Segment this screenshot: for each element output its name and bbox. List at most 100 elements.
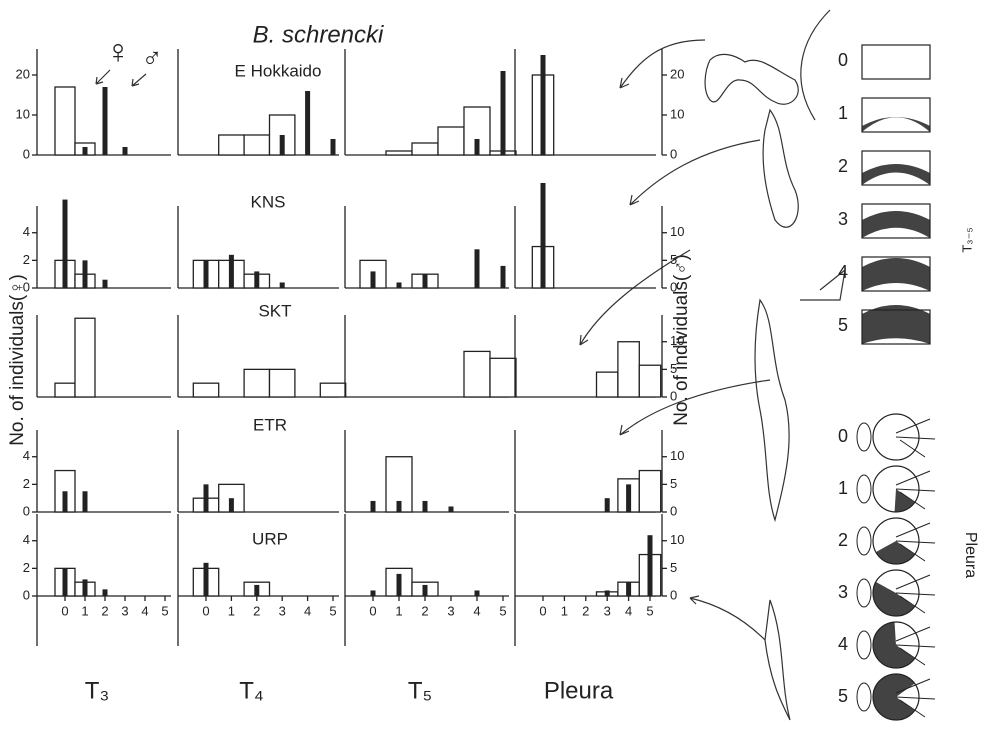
row-label: E Hokkaido xyxy=(235,61,322,80)
male-bar xyxy=(102,279,108,288)
female-bar xyxy=(54,382,76,398)
male-bar xyxy=(474,249,480,288)
t-stage-label: 3 xyxy=(838,209,848,229)
map xyxy=(579,9,846,721)
pleura-key-label: Pleura xyxy=(962,532,979,578)
row-label: URP xyxy=(252,529,288,548)
y-tick-label: 2 xyxy=(23,560,30,575)
pleura-small xyxy=(856,422,872,452)
t-stage-shade xyxy=(862,211,930,238)
male-bar xyxy=(422,584,428,596)
male-bar xyxy=(62,199,68,288)
t-stage-label: 5 xyxy=(838,315,848,335)
male-bar xyxy=(102,87,108,155)
x-tick-label: 4 xyxy=(141,603,148,618)
male-bar xyxy=(62,568,68,596)
female-bar xyxy=(463,350,491,398)
male-bar xyxy=(370,590,376,596)
t-key-label: T₃₋₅ xyxy=(959,227,974,252)
y2-tick-label: 10 xyxy=(670,224,684,239)
male-bar xyxy=(422,500,428,512)
x-tick-label: 1 xyxy=(561,603,568,618)
y2-tick-label: 10 xyxy=(670,333,684,348)
legend-male: ♂ xyxy=(142,42,163,73)
y-tick-label: 0 xyxy=(23,503,30,518)
female-bar xyxy=(411,142,439,156)
x-tick-label: 5 xyxy=(329,603,336,618)
x-tick-label: 0 xyxy=(539,603,546,618)
male-bar xyxy=(279,135,285,155)
x-tick-label: 3 xyxy=(447,603,454,618)
female-bar xyxy=(243,134,271,156)
x-tick-label: 5 xyxy=(161,603,168,618)
female-bar xyxy=(385,150,413,156)
female-bar xyxy=(489,357,517,398)
female-bar xyxy=(54,86,76,156)
t-stage-shade xyxy=(862,164,930,185)
t-stage-box xyxy=(861,44,931,80)
x-tick-label: 5 xyxy=(499,603,506,618)
pleura-stage-label: 3 xyxy=(838,582,848,602)
pleura-shade xyxy=(894,489,915,512)
pleura-stage-label: 2 xyxy=(838,530,848,550)
male-bar xyxy=(626,582,632,596)
pleura-small xyxy=(856,474,872,504)
female-bar xyxy=(218,134,245,156)
pleura-stage-label: 4 xyxy=(838,634,848,654)
column-label: T₄ xyxy=(239,677,263,704)
male-bar xyxy=(540,182,546,288)
x-tick-label: 5 xyxy=(646,603,653,618)
legend-female: ♀ xyxy=(105,33,131,71)
female-bar xyxy=(192,382,220,398)
x-tick-label: 3 xyxy=(121,603,128,618)
y2-tick-label: 0 xyxy=(670,388,677,403)
male-bar xyxy=(254,271,260,288)
female-bar xyxy=(74,317,96,398)
pleura-lines xyxy=(895,418,936,458)
y2-tick-label: 5 xyxy=(670,361,677,376)
female-bar xyxy=(638,364,662,398)
y-axis-label: No. of individuals(♀) xyxy=(7,274,28,446)
y2-tick-label: 5 xyxy=(670,252,677,267)
pleura-shade xyxy=(872,622,915,668)
y2-tick-label: 5 xyxy=(670,476,677,491)
pleura-lines xyxy=(895,678,936,718)
male-bar xyxy=(500,265,506,288)
female-bar xyxy=(437,126,465,156)
y2-tick-label: 10 xyxy=(670,448,684,463)
male-bar xyxy=(279,282,285,288)
x-tick-label: 3 xyxy=(604,603,611,618)
column-label: Pleura xyxy=(544,677,614,704)
t-stage-label: 4 xyxy=(838,262,848,282)
male-bar xyxy=(122,147,128,155)
male-bar xyxy=(474,139,480,155)
male-bar xyxy=(62,491,68,512)
y2-tick-label: 0 xyxy=(670,146,677,161)
pleura-stage-label: 0 xyxy=(838,426,848,446)
y-tick-label: 4 xyxy=(23,532,30,547)
y-tick-label: 0 xyxy=(23,146,30,161)
pleura-shade xyxy=(875,541,915,564)
male-bar xyxy=(396,282,402,288)
male-bar xyxy=(203,484,209,512)
male-bar xyxy=(370,500,376,512)
y-tick-label: 20 xyxy=(16,66,30,81)
x-tick-label: 2 xyxy=(582,603,589,618)
y2-axis-label: No. of individuals(♂) xyxy=(671,254,692,426)
t-stage-label: 0 xyxy=(838,50,848,70)
pleura-small xyxy=(856,682,872,712)
male-bar xyxy=(604,498,610,512)
pleura-shade xyxy=(873,674,915,720)
y2-tick-label: 0 xyxy=(670,279,677,294)
y-tick-label: 0 xyxy=(23,279,30,294)
row-label: ETR xyxy=(253,415,287,434)
female-bar xyxy=(595,371,619,398)
pleura-lines xyxy=(895,626,936,666)
male-bar xyxy=(102,589,108,596)
male-bar xyxy=(448,506,454,512)
male-bar xyxy=(422,274,428,288)
x-tick-label: 1 xyxy=(395,603,402,618)
female-bar xyxy=(617,341,640,398)
male-bar xyxy=(82,147,88,155)
chart-title: B. schrencki xyxy=(253,21,384,48)
